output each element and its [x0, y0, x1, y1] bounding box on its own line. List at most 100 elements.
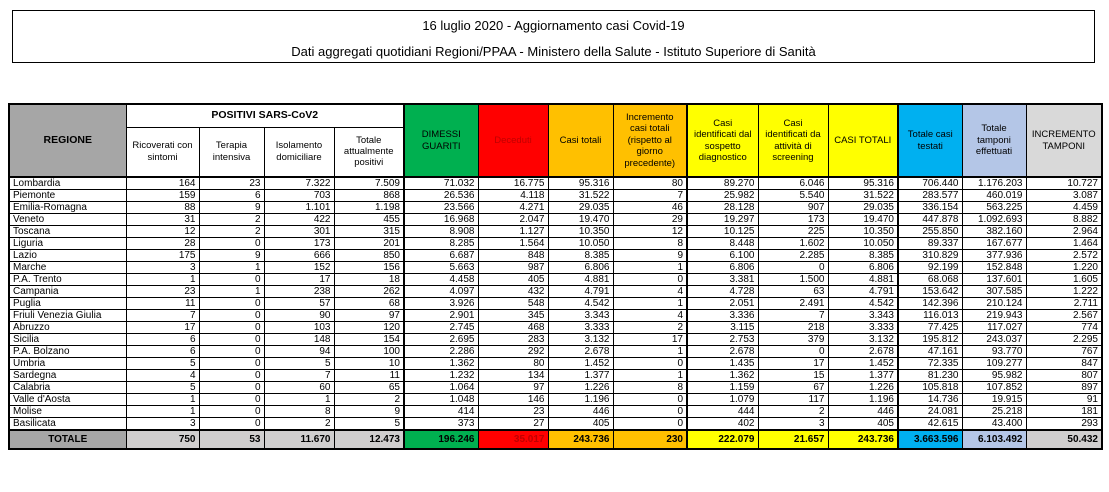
cell-casi-totali-2: 1.377: [827, 369, 899, 382]
cell-totale-tamponi: 377.936: [961, 249, 1027, 262]
cell-casi-sospetto-diagnostico: 25.982: [686, 189, 759, 202]
cell-totale-positivi: 201: [333, 237, 405, 250]
cell-casi-sospetto-diagnostico: 2.678: [686, 345, 759, 358]
column-header-incremento-casi-totali: Incremento casi totali (rispetto al gior…: [612, 103, 688, 178]
cell-dimessi-guariti: 4.458: [403, 273, 479, 286]
cell-isolamento-domiciliare: 173: [263, 237, 335, 250]
cell-casi-sospetto-diagnostico: 89.270: [686, 176, 759, 190]
cell-isolamento-domiciliare: 7: [263, 369, 335, 382]
cell-totale-casi-testati: 77.425: [897, 321, 963, 334]
cell-totale-casi-testati: 142.396: [897, 297, 963, 310]
region-name: Veneto: [8, 213, 127, 226]
cell-ricoverati: 164: [125, 176, 200, 190]
cell-totale-tamponi: 219.943: [961, 309, 1027, 322]
cell-ricoverati: 28: [125, 237, 200, 250]
cell-totale-tamponi: 563.225: [961, 201, 1027, 214]
cell-isolamento-domiciliare: 17: [263, 273, 335, 286]
cell-casi-sospetto-diagnostico: 3.115: [686, 321, 759, 334]
cell-dimessi-guariti: 1.362: [403, 357, 479, 370]
cell-ricoverati: 3: [125, 417, 200, 431]
cell-casi-sospetto-diagnostico: 402: [686, 417, 759, 431]
cell-dimessi-guariti: 373: [403, 417, 479, 431]
cell-casi-sospetto-diagnostico: 1.362: [686, 369, 759, 382]
column-header-isolamento-domiciliare: Isolamento domiciliare: [263, 126, 335, 178]
cell-incremento-tamponi: 3.087: [1025, 189, 1103, 202]
cell-totale-positivi: 68: [333, 297, 405, 310]
cell-isolamento-domiciliare: 422: [263, 213, 335, 226]
cell-ricoverati: 11: [125, 297, 200, 310]
cell-totale-casi-testati: 283.577: [897, 189, 963, 202]
cell-deceduti: 432: [477, 285, 549, 298]
cell-incremento-casi: 4: [612, 285, 688, 298]
cell-ricoverati: 6: [125, 345, 200, 358]
column-header-dimessi-guariti: DIMESSI GUARITI: [403, 103, 479, 178]
table-row: Lombardia 164 23 7.322 7.509 71.032 16.7…: [8, 176, 1103, 190]
cell-deceduti: 1.127: [477, 225, 549, 238]
cell-deceduti: 548: [477, 297, 549, 310]
covid-data-table: REGIONE POSITIVI SARS-CoV2 DIMESSI GUARI…: [8, 103, 1103, 450]
cell-casi-totali-2: 3.333: [827, 321, 899, 334]
table-row: Abruzzo 17 0 103 120 2.745 468 3.333 2 3…: [8, 321, 1103, 334]
cell-casi-screening: 2.491: [757, 297, 829, 310]
table-row: Sardegna 4 0 7 11 1.232 134 1.377 1 1.36…: [8, 369, 1103, 382]
cell-totale-positivi: 156: [333, 261, 405, 274]
cell-incremento-casi: 9: [612, 249, 688, 262]
cell-casi-totali: 1.196: [547, 393, 614, 406]
region-name: Emilia-Romagna: [8, 201, 127, 214]
cell-incremento-tamponi: 897: [1025, 381, 1103, 394]
cell-dimessi-guariti: 1.232: [403, 369, 479, 382]
cell-incremento-tamponi: 807: [1025, 369, 1103, 382]
column-header-terapia-intensiva: Terapia intensiva: [198, 126, 265, 178]
cell-incremento-tamponi: 2.295: [1025, 333, 1103, 346]
cell-isolamento-domiciliare: 152: [263, 261, 335, 274]
cell-ricoverati: 159: [125, 189, 200, 202]
cell-isolamento-domiciliare: 1: [263, 393, 335, 406]
cell-casi-screening: 2: [757, 405, 829, 418]
cell-totale-positivi: 868: [333, 189, 405, 202]
region-name: Basilicata: [8, 417, 127, 431]
cell-ricoverati: 7: [125, 309, 200, 322]
cell-incremento-casi: 8: [612, 237, 688, 250]
cell-deceduti: 987: [477, 261, 549, 274]
cell-terapia-intensiva: 0: [198, 309, 265, 322]
cell-totale-casi-testati: 195.812: [897, 333, 963, 346]
cell-casi-screening: 6.046: [757, 176, 829, 190]
cell-casi-screening: 379: [757, 333, 829, 346]
cell-ricoverati: 6: [125, 333, 200, 346]
cell-isolamento-domiciliare: 703: [263, 189, 335, 202]
cell-casi-sospetto-diagnostico: 28.128: [686, 201, 759, 214]
cell-dimessi-guariti: 8.285: [403, 237, 479, 250]
cell-terapia-intensiva: 0: [198, 273, 265, 286]
cell-deceduti: 80: [477, 357, 549, 370]
cell-incremento-tamponi: 1.605: [1025, 273, 1103, 286]
cell-terapia-intensiva: 1: [198, 261, 265, 274]
cell-terapia-intensiva: 6: [198, 189, 265, 202]
cell-casi-totali: 1.377: [547, 369, 614, 382]
cell-isolamento-domiciliare: 1.101: [263, 201, 335, 214]
cell-totale-casi-testati: 336.154: [897, 201, 963, 214]
region-name: Calabria: [8, 381, 127, 394]
cell-incremento-tamponi: 4.459: [1025, 201, 1103, 214]
cell-isolamento-domiciliare: 94: [263, 345, 335, 358]
region-name: Lazio: [8, 249, 127, 262]
cell-dimessi-guariti: 23.566: [403, 201, 479, 214]
report-subtitle: Dati aggregati quotidiani Regioni/PPAA -…: [291, 44, 816, 59]
cell-totale-casi-testati: 255.850: [897, 225, 963, 238]
cell-terapia-intensiva: 0: [198, 369, 265, 382]
cell-totale-tamponi: 43.400: [961, 417, 1027, 431]
cell-ricoverati: 5: [125, 357, 200, 370]
cell-terapia-intensiva: 0: [198, 237, 265, 250]
cell-incremento-tamponi: 8.882: [1025, 213, 1103, 226]
cell-casi-totali: 6.806: [547, 261, 614, 274]
cell-casi-sospetto-diagnostico: 1.079: [686, 393, 759, 406]
table-row: Lazio 175 9 666 850 6.687 848 8.385 9 6.…: [8, 249, 1103, 262]
cell-totale-casi-testati: 68.068: [897, 273, 963, 286]
cell-terapia-intensiva: 0: [198, 321, 265, 334]
cell-casi-sospetto-diagnostico: 3.381: [686, 273, 759, 286]
cell-ricoverati: 1: [125, 273, 200, 286]
cell-totale-positivi: 455: [333, 213, 405, 226]
cell-ricoverati: 1: [125, 405, 200, 418]
cell-totale-positivi: 5: [333, 417, 405, 431]
title-box: 16 luglio 2020 - Aggiornamento casi Covi…: [12, 10, 1095, 63]
cell-casi-totali: 10.050: [547, 237, 614, 250]
